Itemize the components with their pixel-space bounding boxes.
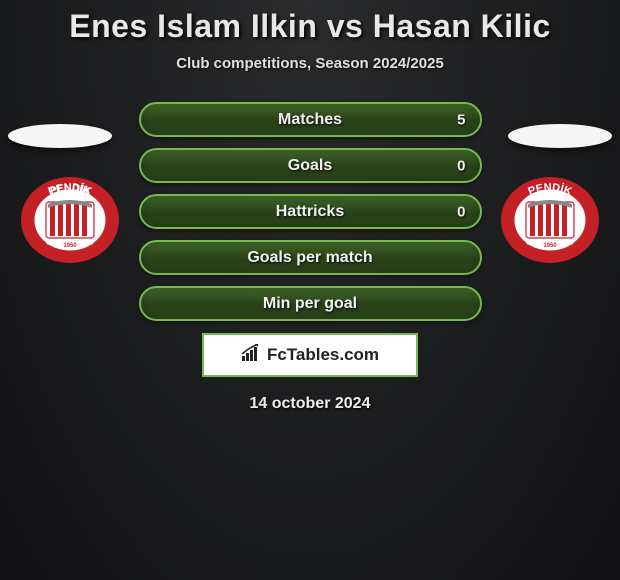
- chart-icon: [241, 344, 263, 367]
- stat-row-goals-per-match: Goals per match: [139, 240, 482, 275]
- subtitle: Club competitions, Season 2024/2025: [0, 55, 620, 72]
- stats-list: Matches 5 Goals 0 Hattricks 0 Goals per …: [139, 102, 482, 321]
- club-badge-right: PENDİK SPOR KULÜBÜ 1950: [500, 176, 600, 264]
- stat-right-value: 0: [457, 203, 465, 220]
- stat-row-min-per-goal: Min per goal: [139, 286, 482, 321]
- stat-row-goals: Goals 0: [139, 148, 482, 183]
- brand-text: FcTables.com: [267, 345, 379, 365]
- player-right-ellipse: [508, 124, 612, 148]
- stat-row-matches: Matches 5: [139, 102, 482, 137]
- player-left-ellipse: [8, 124, 112, 148]
- club-badge-left: PENDİK PENDİK SPOR KULÜBÜ 1950: [20, 176, 120, 264]
- stat-label: Min per goal: [263, 295, 357, 313]
- stat-label: Hattricks: [276, 203, 344, 221]
- date-text: 14 october 2024: [0, 395, 620, 413]
- stat-label: Goals per match: [247, 249, 372, 267]
- svg-text:1950: 1950: [63, 243, 77, 249]
- stat-label: Matches: [278, 111, 342, 129]
- svg-text:1950: 1950: [543, 243, 557, 249]
- stat-right-value: 5: [457, 111, 465, 128]
- brand-box[interactable]: FcTables.com: [202, 333, 418, 377]
- stat-label: Goals: [288, 157, 332, 175]
- stat-right-value: 0: [457, 157, 465, 174]
- page-title: Enes Islam Ilkin vs Hasan Kilic: [0, 0, 620, 45]
- stat-row-hattricks: Hattricks 0: [139, 194, 482, 229]
